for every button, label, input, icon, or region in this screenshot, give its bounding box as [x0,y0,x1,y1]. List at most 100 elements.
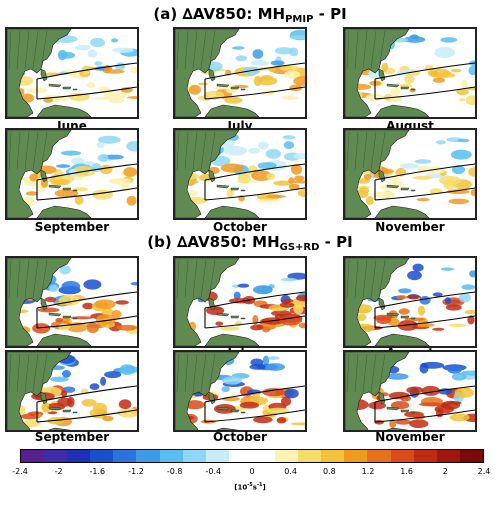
map-panel-a-november [343,128,477,220]
anomaly-blob [83,160,95,165]
anomaly-blob [115,62,126,71]
colorbar-unit-label: [10-5s-1] [0,480,500,492]
state-border [362,259,368,299]
anomaly-blob [454,387,475,398]
state-border [208,353,216,393]
state-border [192,353,198,393]
colorbar-bin [436,450,460,462]
colorbar-bin [113,450,137,462]
colorbar-tick-label: -2 [54,467,63,476]
region-outline [374,163,475,201]
anomaly-blob [284,70,301,79]
anomaly-blob [215,321,224,326]
section-a-title-sub: PMIP [285,14,314,25]
anomaly-blob [237,283,250,288]
anomaly-blob [273,180,294,186]
caribbean-island [62,86,72,90]
state-border [8,259,12,299]
state-border [370,259,377,299]
anomaly-blob [239,401,260,409]
state-border [378,353,386,393]
map-graphic [7,29,137,117]
colorbar-tick-label: -0.4 [205,467,222,476]
section-b-title-tail: - PI [319,233,353,251]
region-outline [36,385,137,423]
anomaly-blob [257,162,277,170]
colorbar-bin [44,450,68,462]
south-america-land [386,427,409,430]
colorbar [20,449,484,463]
anomaly-blob [62,370,71,378]
anomaly-blob [257,76,278,86]
anomaly-blob [89,383,100,390]
state-border [184,353,189,393]
anomaly-blob [219,326,240,331]
caribbean-island [240,317,246,320]
state-border [16,131,21,171]
caribbean-island [62,187,72,191]
section-a-title-tail: - PI [313,5,347,23]
anomaly-blob [294,175,305,181]
colorbar-bin [67,450,91,462]
anomaly-blob [282,135,296,140]
anomaly-blob [469,270,475,278]
anomaly-blob [108,98,125,104]
state-border [208,259,216,299]
anomaly-blob [284,388,299,399]
colorbar-tick-label: 2 [442,467,448,476]
anomaly-blob [417,305,426,316]
caribbean-island [230,86,240,90]
state-border [354,259,359,299]
anomaly-blob [95,314,116,325]
anomaly-blob [44,296,57,303]
north-america-land [345,258,410,346]
anomaly-blob [268,67,276,73]
state-border [8,353,12,393]
state-border [176,131,180,171]
anomaly-blob [449,413,470,422]
south-america-land [374,333,430,346]
anomaly-blob [249,364,267,370]
state-border [200,30,207,70]
anomaly-blob [404,74,415,84]
state-border [192,30,198,70]
state-border [370,30,377,70]
anomaly-blob [253,75,262,87]
colorbar-tick-label: -0.8 [166,467,183,476]
anomaly-blob [256,199,280,203]
south-america-land [204,104,260,117]
anomaly-blob [127,96,137,99]
anomaly-blob [376,316,392,325]
anomaly-blob [68,168,77,176]
caribbean-island [48,406,62,411]
anomaly-blob [467,315,475,325]
caribbean-island [400,315,410,319]
anomaly-blob [365,195,374,206]
anomaly-blob [253,285,273,295]
anomaly-blob [91,163,102,173]
north-america-land [345,130,410,218]
caribbean-island [62,409,72,413]
state-border [16,353,21,393]
state-border [32,131,39,171]
map-graphic [345,352,475,430]
anomaly-blob [461,79,468,89]
anomaly-blob [396,295,408,300]
state-border [200,353,207,393]
state-border [40,30,48,70]
caribbean-island [386,406,400,411]
anomaly-blob [451,372,467,381]
month-label-a-september: September [34,220,110,234]
anomaly-blob [123,167,137,177]
anomaly-blob [121,365,137,374]
anomaly-blob [42,402,50,413]
caribbean-island [386,312,400,317]
caribbean-island [410,88,416,91]
anomaly-blob [57,49,68,61]
anomaly-blob [281,277,297,282]
anomaly-blob [266,194,286,199]
region-outline [36,62,137,100]
anomaly-blob [224,96,243,104]
anomaly-blob [398,308,410,315]
anomaly-blob [198,82,208,86]
